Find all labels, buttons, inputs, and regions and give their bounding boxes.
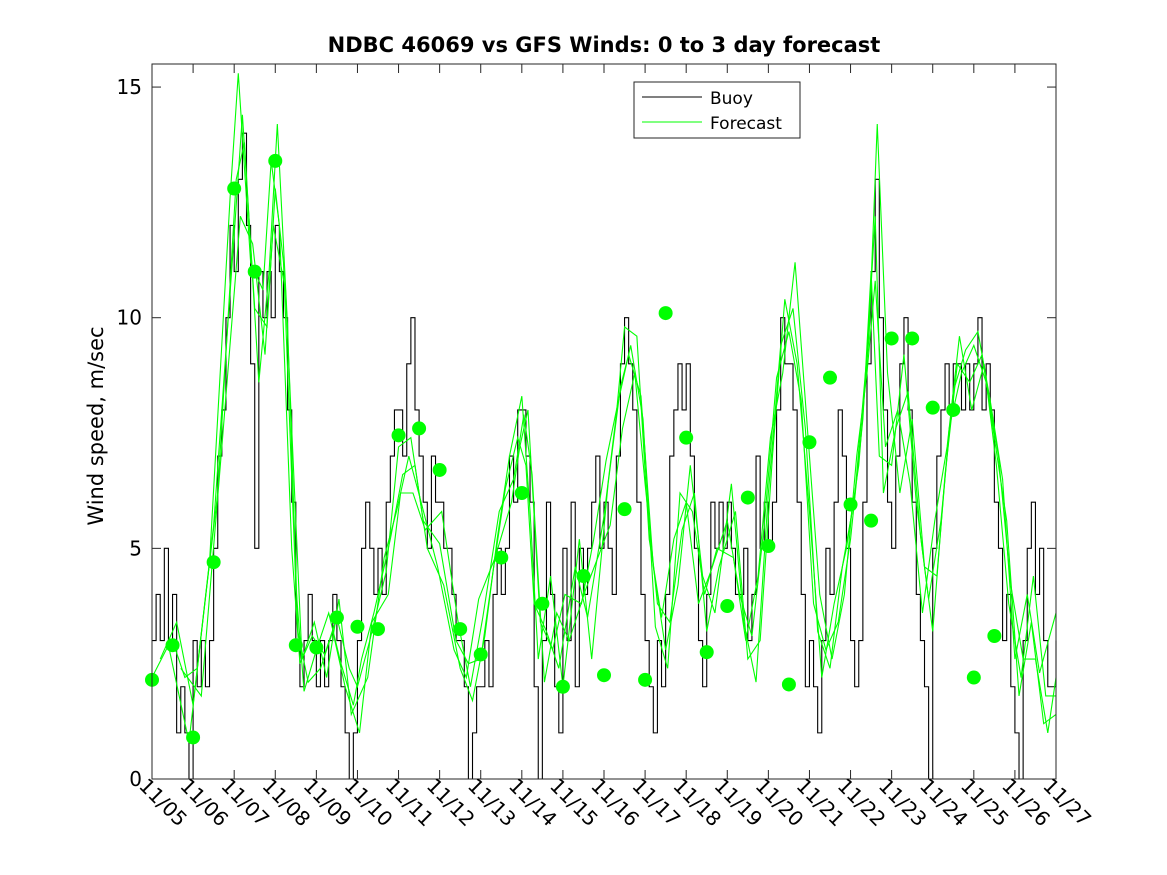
forecast-marker-30 (740, 490, 755, 505)
forecast-marker-24 (617, 502, 632, 517)
forecast-marker-4 (206, 555, 221, 570)
series-forecast-line-3 (172, 123, 1057, 734)
forecast-marker-7 (268, 153, 283, 168)
forecast-marker-14 (412, 421, 427, 436)
forecast-marker-27 (679, 430, 694, 445)
forecast-marker-32 (781, 677, 796, 692)
forecast-marker-8 (288, 638, 303, 653)
forecast-marker-41 (966, 670, 981, 685)
y-tick-label: 15 (117, 75, 142, 99)
forecast-marker-36 (864, 513, 879, 528)
forecast-marker-35 (843, 497, 858, 512)
y-tick-label: 5 (129, 536, 142, 560)
forecast-marker-28 (699, 645, 714, 660)
forecast-marker-12 (371, 622, 385, 637)
forecast-marker-15 (432, 462, 447, 477)
forecast-marker-11 (350, 619, 365, 634)
forecast-marker-18 (494, 550, 509, 565)
forecast-marker-31 (761, 539, 776, 554)
forecast-marker-5 (227, 181, 242, 196)
y-axis-label: Wind speed, m/sec (84, 326, 108, 525)
forecast-marker-25 (638, 672, 653, 687)
forecast-marker-3 (186, 730, 201, 745)
y-tick-label: 10 (117, 306, 142, 330)
forecast-marker-34 (823, 370, 837, 385)
forecast-marker-17 (473, 647, 488, 662)
legend-label-forecast: Forecast (710, 114, 782, 134)
legend-box (633, 81, 801, 139)
plot-area (145, 73, 1057, 780)
forecast-marker-6 (247, 264, 262, 279)
forecast-marker-19 (514, 486, 529, 500)
chart-title: NDBC 46069 vs GFS Winds: 0 to 3 day fore… (328, 33, 881, 57)
legend: Buoy Forecast (633, 81, 801, 139)
forecast-marker-23 (597, 668, 611, 683)
forecast-marker-38 (905, 331, 920, 346)
forecast-marker-2 (165, 638, 180, 653)
forecast-marker-10 (329, 610, 344, 625)
forecast-marker-29 (720, 599, 735, 614)
forecast-marker-37 (884, 331, 899, 346)
forecast-marker-16 (453, 622, 468, 637)
forecast-marker-13 (391, 428, 406, 443)
forecast-marker-40 (946, 402, 961, 417)
forecast-marker-20 (535, 596, 550, 611)
forecast-marker-33 (802, 435, 817, 450)
forecast-marker-9 (309, 640, 324, 655)
forecast-marker-21 (555, 679, 570, 694)
forecast-marker-42 (987, 629, 1002, 643)
y-tick-label: 0 (129, 767, 142, 791)
legend-label-buoy: Buoy (710, 89, 753, 109)
forecast-marker-39 (925, 400, 940, 415)
series-forecast-line-1 (151, 73, 1057, 743)
series-forecast-line-4 (180, 216, 1056, 717)
forecast-marker-22 (576, 569, 591, 584)
forecast-marker-26 (658, 306, 673, 321)
